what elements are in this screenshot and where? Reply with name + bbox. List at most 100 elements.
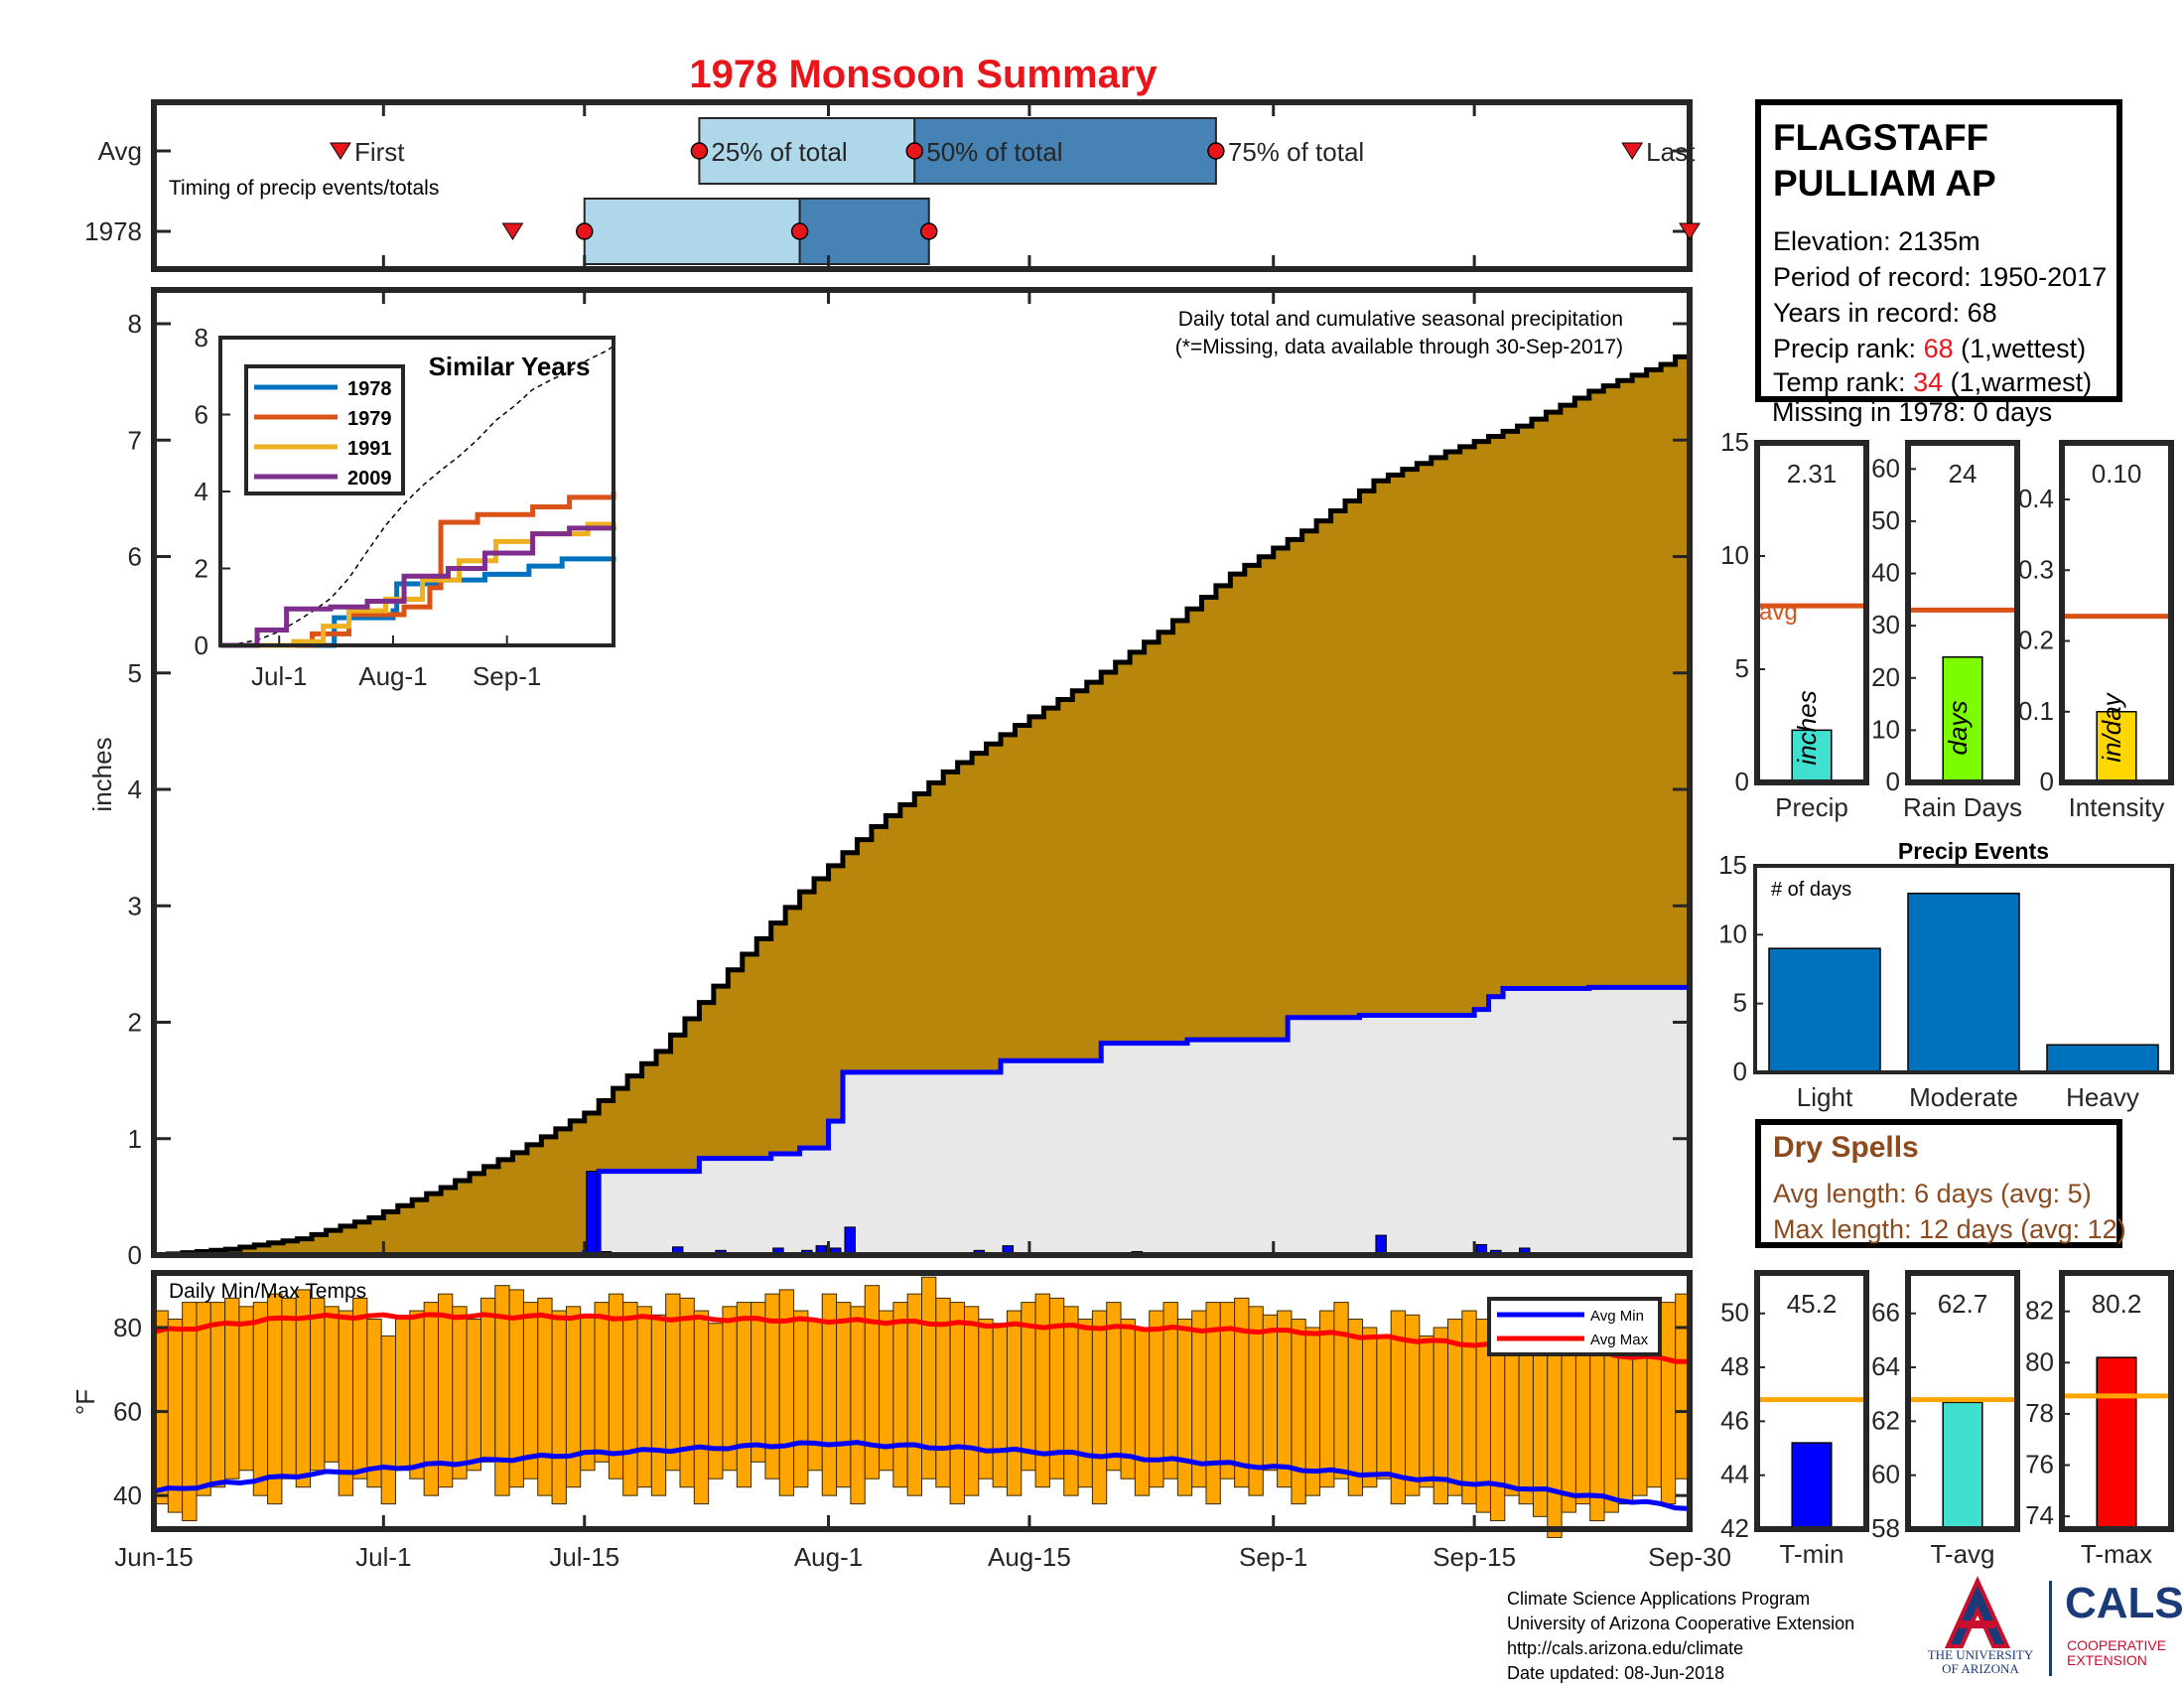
daily-temp-bar (209, 1302, 226, 1488)
footer-line4: Date updated: 08-Jun-2018 (1507, 1663, 1725, 1683)
t_max-y-tick-label: 74 (2025, 1500, 2054, 1530)
rain_days-frame (1905, 440, 2020, 785)
daily-temp-bar (864, 1285, 881, 1479)
daily-temp-bar (1532, 1351, 1549, 1517)
daily-temp-bar (963, 1306, 980, 1496)
x-tick-label: Sep-30 (1648, 1542, 1731, 1572)
timing-first-marker (501, 222, 524, 240)
daily-temp-bar (708, 1323, 724, 1479)
daily-temp-bar (736, 1302, 752, 1488)
main-chart-note: (*=Missing, data available through 30-Se… (1175, 336, 1623, 358)
daily-temp-bar (1333, 1302, 1349, 1479)
rain_days-unit-label: days (1943, 701, 1973, 756)
timing-p75-label: 75% of total (1228, 137, 1364, 167)
daily-temp-bar (324, 1306, 340, 1463)
intensity-unit-label: in/day (2097, 691, 2126, 762)
inset-series-2009 (220, 525, 616, 648)
daily-temp-bar (850, 1306, 866, 1505)
daily-temp-bar (1319, 1310, 1335, 1488)
t_avg-y-tick-label: 64 (1871, 1351, 1900, 1381)
temp-rank-note: (1,warmest) (1943, 367, 2093, 397)
rain_days-y-tick-label: 20 (1871, 662, 1900, 692)
t_max-y-tick-label: 78 (2025, 1398, 2054, 1428)
daily-temp-bar (437, 1293, 454, 1488)
temps-legend-label: Avg Max (1590, 1332, 1649, 1348)
t_max-value-label: 80.2 (2092, 1289, 2142, 1319)
t_min-value-label: 45.2 (1787, 1289, 1838, 1319)
figure-title: 1978 Monsoon Summary (689, 53, 1158, 96)
main-y-tick-label: 7 (128, 425, 142, 455)
daily-temp-bar (1561, 1335, 1576, 1513)
daily-temp-bar (679, 1297, 695, 1488)
coop-line1: COOPERATIVE (2067, 1637, 2167, 1653)
daily-temps-chart: 40 60 80 °F Daily Min/Max Temps Avg Min Avg Ma… (70, 1270, 1693, 1538)
daily-temp-bar (1291, 1319, 1306, 1505)
daily-temp-bar (1006, 1310, 1023, 1496)
temps-y-tick-label: 80 (113, 1313, 142, 1342)
daily-temp-bar (338, 1310, 354, 1496)
t_max-y-tick-label: 82 (2025, 1296, 2054, 1326)
daily-temp-bar (238, 1306, 254, 1472)
main-y-tick-label: 5 (128, 658, 142, 688)
daily-temp-bar (1077, 1319, 1093, 1488)
dry-spells-title: Dry Spells (1773, 1131, 1919, 1164)
timing-last-marker (1621, 142, 1644, 160)
precip-rank-label: Precip rank: (1773, 334, 1924, 363)
main-y-tick-label: 3 (128, 891, 142, 920)
daily-temp-bar (395, 1319, 411, 1472)
temperature-bar-charts: 42 44 46 48 50 45.2 T-min 58 60 62 64 66 62.7 T-avg 74… (1720, 1270, 2174, 1569)
timing-frame (151, 99, 1693, 272)
daily-temp-bar (1262, 1314, 1279, 1472)
events-y-tick-label: 5 (1733, 988, 1747, 1018)
daily-temp-bar (1461, 1310, 1477, 1505)
precip_total-y-tick-label: 10 (1720, 540, 1749, 570)
events-title: Precip Events (1898, 838, 2049, 864)
timing-p25-marker (690, 142, 709, 160)
daily-temp-bar (636, 1306, 652, 1488)
events-bar (1768, 947, 1881, 1073)
precip_total-bg (1757, 443, 1866, 782)
daily-temp-bar (1419, 1335, 1434, 1488)
timing-p50-label: 50% of total (926, 137, 1062, 167)
daily-temp-bar (1277, 1310, 1293, 1488)
daily-temp-bar (409, 1310, 425, 1479)
temps-title: Daily Min/Max Temps (169, 1280, 366, 1303)
precip_total-frame (1754, 440, 1869, 785)
events-y-label: # of days (1771, 879, 1851, 901)
inset-x-tick-label: Sep-1 (473, 661, 541, 691)
logo-divider (2049, 1581, 2052, 1676)
precip-rank: Precip rank: 68 (1,wettest) (1773, 334, 2086, 364)
timing-p25-label: 25% of total (711, 137, 847, 167)
t_min-y-tick-label: 48 (1720, 1351, 1749, 1381)
dry-spells-avg: Avg length: 6 days (avg: 5) (1773, 1179, 2092, 1208)
daily-temp-bar (1547, 1343, 1563, 1538)
inset-y-tick-label: 6 (195, 400, 208, 430)
station-name-line1: FLAGSTAFF (1773, 117, 1989, 158)
daily-temp-bar (380, 1335, 397, 1505)
t_max-y-tick-label: 80 (2025, 1346, 2054, 1376)
station-period: Period of record: 1950-2017 (1773, 262, 2108, 292)
daily-temp-bar (751, 1302, 766, 1463)
station-years: Years in record: 68 (1773, 298, 1997, 328)
daily-temp-bar (693, 1310, 710, 1505)
timing-panel: Avg First Last 25% of total 50% of total 75% … (84, 99, 1701, 272)
daily-temp-bar (1518, 1335, 1534, 1505)
footer-credits: Climate Science Applications Program Uni… (1507, 1587, 1854, 1686)
timing-box-50-75 (913, 117, 1217, 185)
avg-max-line (153, 1312, 1691, 1364)
precip_total-y-tick-label: 0 (1735, 767, 1749, 796)
inset-series-1979 (220, 492, 616, 648)
rain_days-y-tick-label: 50 (1871, 505, 1900, 535)
rain_days-bar (1942, 655, 1983, 783)
daily-temp-bar (992, 1323, 1008, 1488)
x-tick-label: Aug-1 (794, 1542, 863, 1572)
temp-rank-label: Temp rank: (1773, 367, 1914, 397)
t_min-y-tick-label: 46 (1720, 1405, 1749, 1435)
t_min-y-tick-label: 44 (1720, 1460, 1749, 1489)
similar-years-inset: 0 2 4 6 8 Jul-1 Aug-1 Sep-1 Similar Years 1978 197… (195, 323, 616, 691)
daily-temp-bar (196, 1302, 211, 1496)
footer-line3: http://cals.arizona.edu/climate (1507, 1638, 1744, 1658)
daily-temp-bar (537, 1297, 553, 1496)
timing-box-50-75 (798, 198, 930, 265)
daily-temp-bar (167, 1319, 184, 1513)
